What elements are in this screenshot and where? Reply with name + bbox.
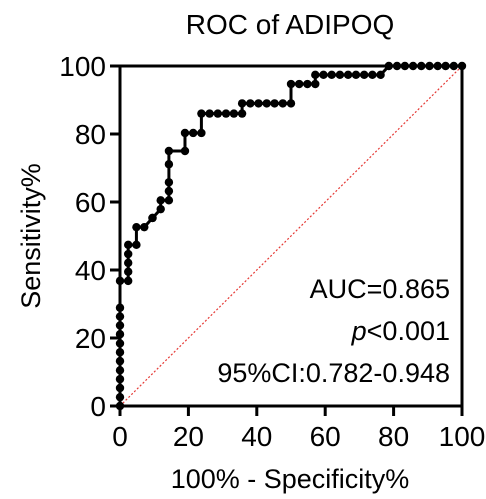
roc-point [115,321,125,330]
roc-point [115,330,125,339]
roc-point [433,61,442,71]
reference-line [119,65,463,407]
roc-point [148,213,157,223]
roc-point [303,79,312,89]
x-tick-label: 40 [241,421,272,452]
roc-point [351,70,361,80]
y-tick-label: 60 [75,187,106,218]
roc-point [115,348,125,357]
roc-point [392,61,402,71]
roc-point [115,374,125,384]
roc-point [254,99,263,108]
roc-point [140,222,149,232]
roc-point [286,79,296,89]
roc-point [368,70,377,80]
y-tick-label: 0 [90,391,106,422]
roc-point [115,392,125,402]
roc-point [384,61,394,71]
roc-point [311,70,320,80]
auc-annotation: AUC=0.865 [310,274,450,304]
roc-point [156,204,165,214]
roc-point [417,61,426,71]
roc-point [180,128,190,138]
roc-point [115,312,125,321]
roc-point [115,356,125,366]
roc-point [132,222,141,232]
roc-point [197,128,206,138]
roc-point [115,383,125,393]
roc-point [132,240,141,250]
roc-point [237,109,247,118]
y-tick-label: 40 [75,255,106,286]
roc-point [270,99,279,108]
roc-point [335,70,345,80]
roc-point [376,70,385,80]
roc-point [213,109,223,118]
roc-point [156,196,165,205]
roc-point [124,258,133,268]
roc-point [237,99,247,108]
x-tick-label: 100 [439,421,486,452]
roc-point [295,79,304,89]
ci-annotation: 95%CI:0.782-0.948 [217,358,450,388]
roc-point [319,70,328,80]
roc-point [286,99,296,108]
chart-title: ROC of ADIPOQ [186,9,395,40]
roc-point [197,109,206,118]
roc-point [327,70,336,80]
roc-point [164,196,174,205]
x-tick-label: 60 [310,421,341,452]
roc-point [124,249,133,259]
roc-point [115,276,125,286]
roc-point [425,61,434,71]
y-tick-label: 100 [59,51,106,82]
p-value-annotation: p<0.001 [351,316,450,346]
x-tick-label: 0 [112,421,128,452]
roc-point [124,267,133,276]
roc-point [205,109,214,118]
y-tick-label: 20 [75,323,106,354]
roc-point [115,339,125,348]
roc-point [400,61,410,71]
roc-point [359,70,369,80]
roc-point [124,240,133,250]
roc-point [124,276,133,286]
roc-point [164,178,174,187]
roc-point [164,146,174,156]
roc-point [311,79,320,89]
roc-point [164,186,174,196]
roc-point [408,61,418,71]
x-axis-label: 100% - Specificity% [171,464,410,494]
plot-area: 0 20 40 60 80 100 0 20 40 60 80 100 [59,51,485,452]
roc-point [343,70,353,80]
roc-point [246,99,255,108]
roc-point [115,366,125,375]
y-axis-label: Sensitivity% [16,163,46,309]
y-tick-label: 80 [75,119,106,150]
roc-point [164,160,174,169]
roc-point [188,128,198,138]
roc-point [221,109,231,118]
roc-point [457,61,467,71]
roc-point [449,61,458,71]
plot-frame [118,64,464,408]
roc-point [180,146,190,156]
roc-point [278,99,287,108]
roc-point [229,109,239,118]
roc-point [115,401,125,411]
roc-point [441,61,450,71]
x-tick-label: 20 [173,421,204,452]
x-tick-label: 80 [378,421,409,452]
roc-point [115,303,125,312]
p-symbol: p [351,316,367,346]
p-value-text: <0.001 [367,316,450,346]
roc-point [262,99,271,108]
